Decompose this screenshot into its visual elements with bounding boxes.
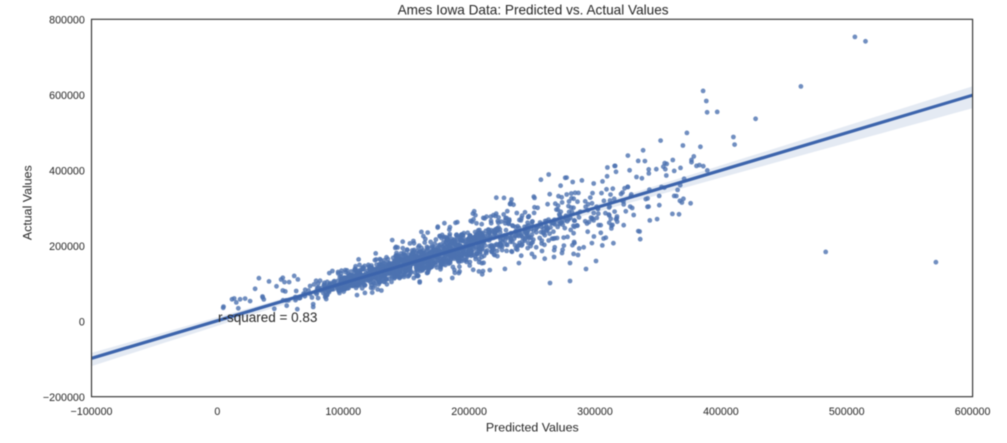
svg-text:−100000: −100000 xyxy=(71,406,113,418)
svg-text:0: 0 xyxy=(214,406,220,418)
svg-text:Predicted Values: Predicted Values xyxy=(486,420,579,434)
svg-text:300000: 300000 xyxy=(577,406,613,418)
svg-text:600000: 600000 xyxy=(49,90,85,102)
svg-text:200000: 200000 xyxy=(49,241,85,253)
svg-text:r-squared = 0.83: r-squared = 0.83 xyxy=(218,310,317,325)
svg-text:200000: 200000 xyxy=(451,406,487,418)
svg-text:Ames Iowa Data: Predicted vs.: Ames Iowa Data: Predicted vs. Actual Val… xyxy=(398,3,669,18)
svg-text:Actual Values: Actual Values xyxy=(20,165,34,240)
svg-text:−200000: −200000 xyxy=(43,392,85,404)
svg-text:600000: 600000 xyxy=(955,406,991,418)
svg-text:100000: 100000 xyxy=(325,406,361,418)
svg-text:0: 0 xyxy=(79,317,85,329)
svg-text:800000: 800000 xyxy=(49,15,85,27)
svg-text:400000: 400000 xyxy=(703,406,739,418)
svg-text:400000: 400000 xyxy=(49,166,85,178)
svg-text:500000: 500000 xyxy=(829,406,865,418)
